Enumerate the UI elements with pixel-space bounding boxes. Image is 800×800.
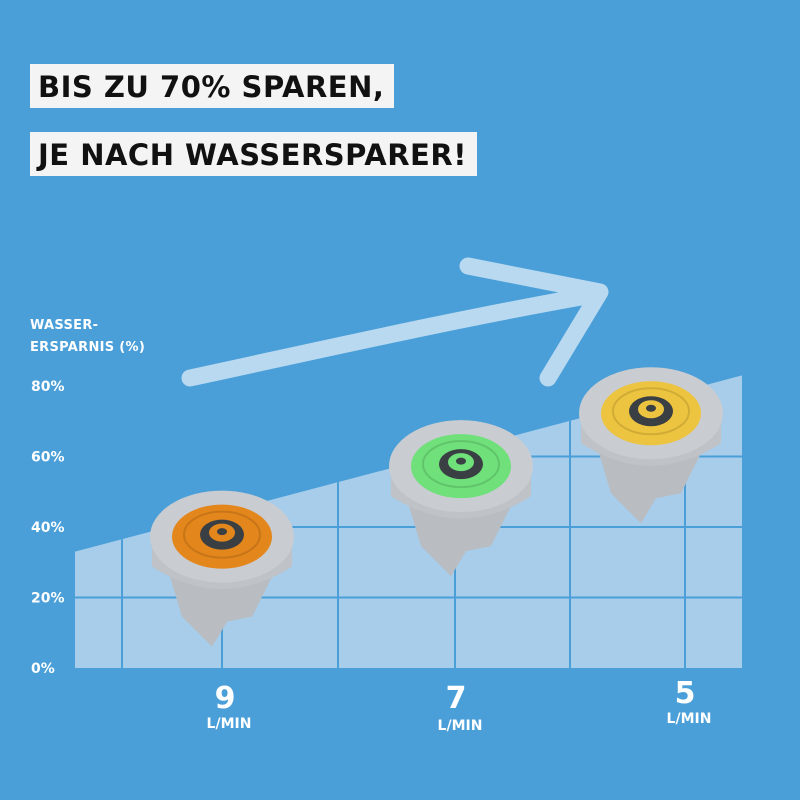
aerator-green bbox=[389, 420, 533, 577]
aerator-legs bbox=[167, 566, 277, 647]
aerator-orange bbox=[150, 490, 294, 647]
trend-arrow-head bbox=[459, 257, 609, 387]
trend-arrow-shaft bbox=[181, 285, 607, 387]
y-tick-label: 20% bbox=[31, 591, 65, 607]
aerator-legs bbox=[596, 443, 706, 524]
aerator-hub-hole bbox=[217, 528, 227, 536]
x-category-label: 7 bbox=[446, 681, 467, 716]
aerator-legs bbox=[406, 496, 516, 577]
y-tick-label: 60% bbox=[31, 450, 65, 466]
aerator-hub-hole bbox=[456, 457, 466, 465]
y-tick-layer: 0% 20% 40% 60% 80% bbox=[31, 379, 65, 677]
aerator-markers bbox=[150, 367, 723, 647]
headline-line-1: BIS ZU 70% SPAREN, bbox=[30, 64, 395, 108]
y-tick-label: 80% bbox=[31, 379, 65, 395]
y-tick-label: 40% bbox=[31, 520, 65, 536]
x-unit-label: L/MIN bbox=[667, 711, 712, 727]
y-axis-label-line-2: ERSPARNIS (%) bbox=[30, 340, 146, 355]
y-axis-label-line-1: WASSER- bbox=[30, 318, 99, 333]
y-tick-label: 0% bbox=[31, 661, 55, 677]
x-unit-label: L/MIN bbox=[207, 716, 252, 732]
x-unit-label: L/MIN bbox=[438, 718, 483, 734]
x-category-label: 5 bbox=[675, 676, 696, 711]
trend-arrow bbox=[181, 257, 609, 387]
aerator-hub-hole bbox=[646, 404, 656, 412]
x-category-label: 9 bbox=[215, 681, 236, 716]
headline-line-2: JE NACH WASSERSPARER! bbox=[30, 132, 477, 176]
aerator-yellow bbox=[579, 367, 723, 524]
